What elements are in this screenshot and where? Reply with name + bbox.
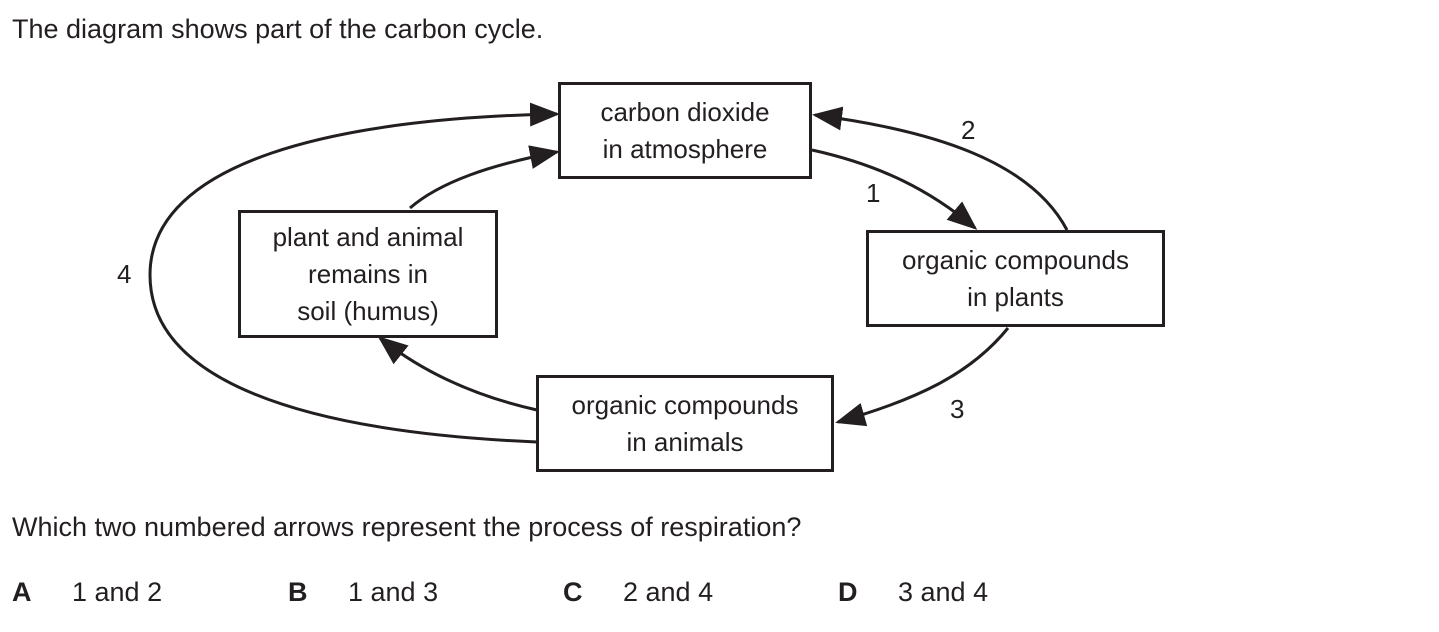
arrow-4: [148, 102, 560, 444]
arrow-1: [811, 148, 978, 230]
arrow-2: [812, 106, 1069, 231]
arrow-humus-to-atmosphere: [409, 145, 560, 210]
question-text: Which two numbered arrows represent the …: [12, 512, 802, 542]
arrow-label-2: 2: [961, 115, 976, 145]
box-animals: organic compounds in animals: [536, 375, 834, 472]
option-a-letter: A: [12, 577, 32, 607]
option-a[interactable]: A 1 and 2: [12, 575, 162, 609]
option-c-text: 2 and 4: [623, 577, 714, 607]
option-d-letter: D: [838, 577, 858, 607]
option-c[interactable]: C 2 and 4: [563, 575, 713, 609]
option-d[interactable]: D 3 and 4: [838, 575, 988, 609]
arrow-label-1: 1: [866, 178, 881, 208]
intro-text: The diagram shows part of the carbon cyc…: [12, 14, 544, 44]
arrow-3: [835, 327, 1010, 427]
option-b[interactable]: B 1 and 3: [288, 575, 438, 609]
arrow-label-4: 4: [117, 259, 132, 289]
option-d-text: 3 and 4: [898, 577, 989, 607]
box-animals-label: organic compounds in animals: [571, 389, 799, 457]
box-atmosphere-label: carbon dioxide in atmosphere: [600, 96, 770, 164]
box-plants: organic compounds in plants: [866, 230, 1165, 327]
option-b-text: 1 and 3: [348, 577, 439, 607]
arrow-animals-to-humus: [377, 336, 538, 412]
option-b-letter: B: [288, 577, 308, 607]
option-c-letter: C: [563, 577, 583, 607]
box-humus-label: plant and animal remains in soil (humus): [272, 221, 464, 326]
box-plants-label: organic compounds in plants: [902, 244, 1129, 312]
box-atmosphere: carbon dioxide in atmosphere: [558, 82, 812, 179]
option-a-text: 1 and 2: [72, 577, 163, 607]
arrow-label-3: 3: [950, 394, 965, 424]
box-humus: plant and animal remains in soil (humus): [238, 210, 498, 338]
